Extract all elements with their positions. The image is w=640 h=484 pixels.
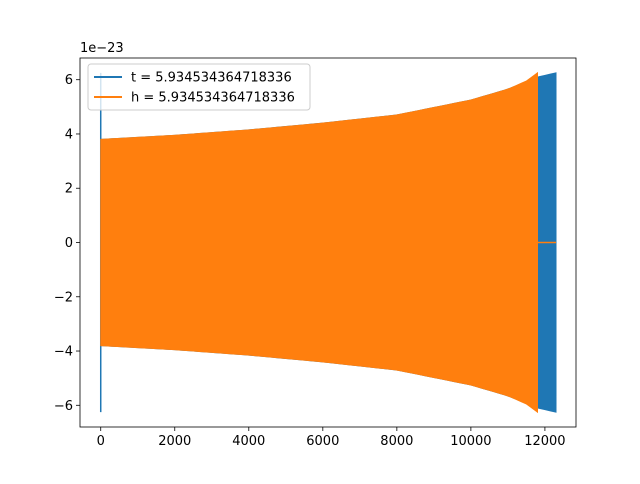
x-tick-label: 4000 bbox=[232, 434, 265, 449]
x-tick-label: 12000 bbox=[524, 434, 565, 449]
y-tick-label: −2 bbox=[54, 290, 73, 305]
legend-label-h: h = 5.934534364718336 bbox=[131, 91, 295, 106]
axes-layer: 0 2000 4000 6000 8000 10000 12000 −6 −4 −2 0 2 4 6 bbox=[54, 57, 577, 449]
y-tick-label: 6 bbox=[65, 73, 73, 88]
legend-label-t: t = 5.934534364718336 bbox=[131, 71, 292, 86]
y-tick-label: −6 bbox=[54, 399, 73, 414]
series-h-waveform bbox=[100, 71, 538, 414]
y-tick-label: 4 bbox=[65, 127, 73, 142]
x-tick-label: 6000 bbox=[306, 434, 339, 449]
series-layer bbox=[99, 71, 557, 414]
x-tick-label: 2000 bbox=[158, 434, 191, 449]
y-tick-label: 0 bbox=[65, 236, 73, 251]
x-tick-label: 8000 bbox=[380, 434, 413, 449]
x-tick-label: 0 bbox=[97, 434, 105, 449]
legend-box bbox=[87, 63, 311, 111]
y-tick-label: −4 bbox=[54, 345, 73, 360]
y-offset-label: 1e−23 bbox=[80, 41, 124, 56]
y-tick-label: 2 bbox=[65, 182, 73, 197]
legend: t = 5.934534364718336 h = 5.934534364718… bbox=[87, 63, 311, 111]
x-tick-label: 10000 bbox=[450, 434, 491, 449]
